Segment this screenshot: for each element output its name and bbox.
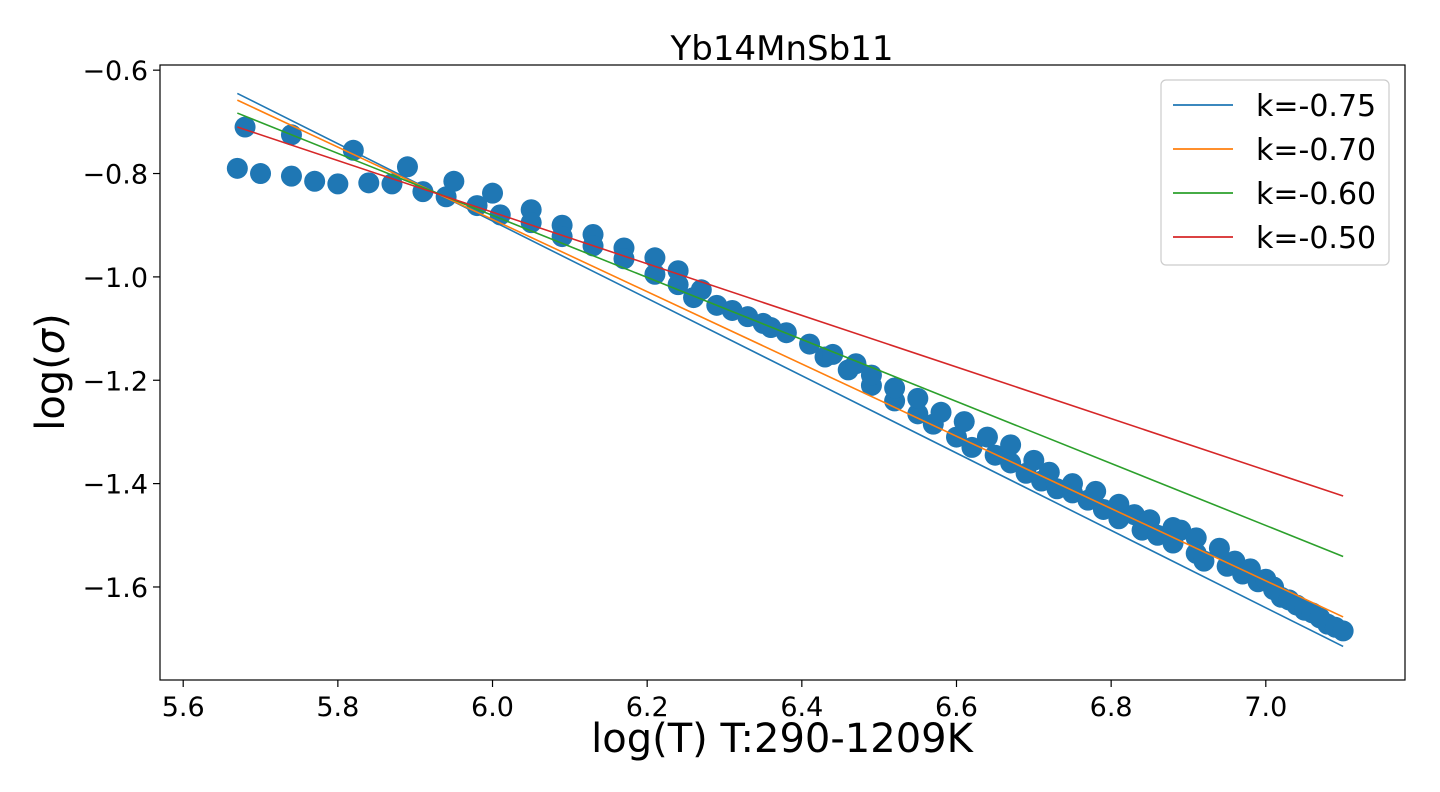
- data-point: [1147, 524, 1169, 546]
- y-tick-label: −1.0: [82, 263, 148, 294]
- data-point: [1208, 537, 1230, 559]
- data-point: [358, 172, 380, 194]
- y-axis-label-end: ): [28, 313, 74, 329]
- fit-line-k=-0.50: [237, 126, 1344, 497]
- data-point: [304, 170, 326, 192]
- data-point: [250, 163, 272, 185]
- y-axis: −0.6 −0.8 −1.0 −1.2 −1.4 −1.6: [82, 56, 160, 604]
- x-tick-label: 5.8: [316, 692, 359, 723]
- chart-title: Yb14MnSb11: [670, 29, 894, 69]
- legend-label: k=-0.50: [1256, 221, 1376, 256]
- data-point: [396, 156, 418, 178]
- data-point: [327, 173, 349, 195]
- data-point: [443, 170, 465, 192]
- fit-line-k=-0.60: [237, 112, 1344, 558]
- x-tick-label: 6.2: [626, 692, 669, 723]
- fit-lines: [236, 92, 1344, 648]
- legend: k=-0.75 k=-0.70 k=-0.60 k=-0.50: [1160, 79, 1390, 266]
- data-point: [1085, 480, 1107, 502]
- legend-label: k=-0.60: [1256, 177, 1376, 212]
- data-point: [1000, 434, 1022, 456]
- data-point: [930, 401, 952, 423]
- legend-label: k=-0.70: [1256, 133, 1376, 168]
- data-point: [226, 157, 248, 179]
- x-axis: 5.6 5.8 6.0 6.2 6.4 6.6 6.8 7.0: [162, 680, 1287, 723]
- legend-box: [1160, 79, 1390, 266]
- legend-items: k=-0.75 k=-0.70 k=-0.60 k=-0.50: [1173, 89, 1376, 256]
- data-point: [667, 274, 689, 296]
- y-axis-label-symbol: σ: [28, 327, 74, 354]
- x-tick-label: 7.0: [1244, 692, 1287, 723]
- data-point: [381, 173, 403, 195]
- legend-label: k=-0.75: [1256, 89, 1376, 124]
- data-point: [234, 116, 256, 138]
- x-tick-label: 6.4: [780, 692, 823, 723]
- data-point: [907, 387, 929, 409]
- data-point: [799, 333, 821, 355]
- data-point: [907, 403, 929, 425]
- data-point: [342, 139, 364, 161]
- y-axis-label: log(σ): [28, 313, 74, 431]
- x-tick-label: 6.6: [935, 692, 978, 723]
- data-point: [1000, 452, 1022, 474]
- data-point: [1139, 509, 1161, 531]
- y-tick-label: −1.2: [82, 366, 148, 397]
- data-points: [226, 116, 1354, 642]
- data-point: [1193, 550, 1215, 572]
- data-point: [1023, 449, 1045, 471]
- y-tick-label: −1.6: [82, 573, 148, 604]
- data-point: [1332, 620, 1354, 642]
- y-axis-label-main: log(: [28, 354, 74, 431]
- data-point: [961, 436, 983, 458]
- y-tick-label: −0.8: [82, 160, 148, 191]
- data-point: [280, 165, 302, 187]
- y-tick-label: −1.4: [82, 470, 148, 501]
- plot-frame: [159, 64, 1406, 681]
- data-point: [1170, 519, 1192, 541]
- y-tick-label: −0.6: [82, 56, 148, 87]
- data-point: [690, 279, 712, 301]
- data-point: [976, 426, 998, 448]
- x-axis-label: log(T) T:290-1209K: [591, 716, 974, 762]
- x-tick-label: 5.6: [162, 692, 205, 723]
- data-point: [644, 263, 666, 285]
- data-point: [884, 377, 906, 399]
- data-point: [953, 411, 975, 433]
- data-point: [644, 247, 666, 269]
- data-point: [482, 182, 504, 204]
- x-tick-label: 6.8: [1090, 692, 1133, 723]
- x-tick-label: 6.0: [471, 692, 514, 723]
- data-point: [520, 212, 542, 234]
- data-point: [1185, 527, 1207, 549]
